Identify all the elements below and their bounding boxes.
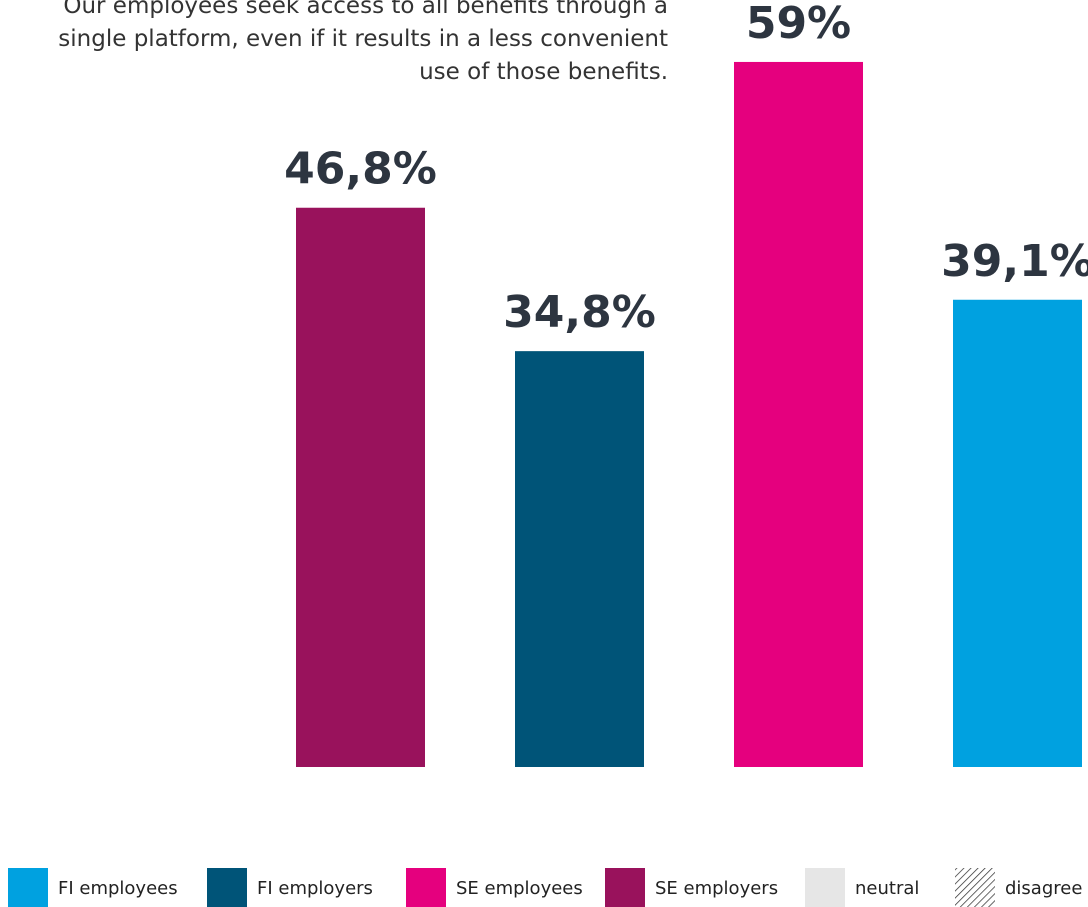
value-label: 39,1%	[941, 236, 1088, 287]
bar	[734, 61, 863, 767]
chart-title: Our employees seek access to all benefit…	[58, 0, 668, 85]
legend-swatch	[955, 868, 995, 907]
legend-label: FI employers	[257, 878, 373, 899]
legend-label: SE employees	[456, 878, 583, 899]
bar	[296, 207, 425, 768]
legend-label: neutral	[855, 878, 919, 899]
legend-swatch	[8, 868, 48, 907]
legend-label: FI employees	[58, 878, 178, 899]
bar	[515, 351, 644, 767]
legend-label: SE employers	[655, 878, 778, 899]
value-label: 46,8%	[284, 144, 437, 195]
legend-swatch	[605, 868, 645, 907]
legend-label: disagree	[1005, 878, 1082, 899]
value-label: 59%	[746, 0, 851, 49]
bar	[953, 299, 1082, 767]
value-label: 34,8%	[503, 287, 656, 338]
legend-swatch	[805, 868, 845, 907]
legend-swatch	[207, 868, 247, 907]
legend-swatch	[406, 868, 446, 907]
